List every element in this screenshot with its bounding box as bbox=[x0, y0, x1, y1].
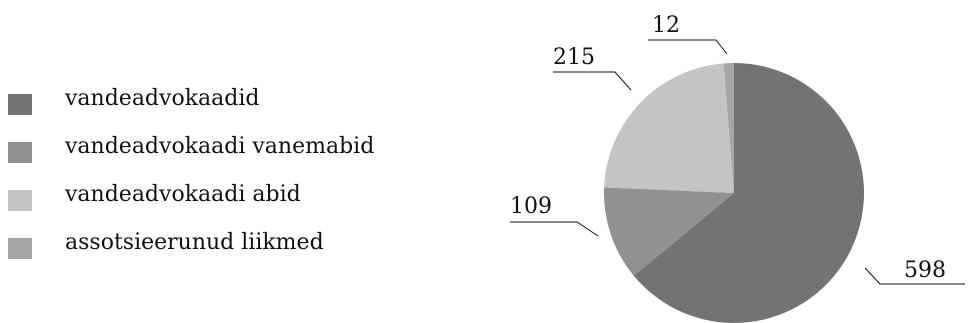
leader-line-109 bbox=[510, 221, 599, 237]
leader-line-215 bbox=[553, 71, 632, 91]
legend-swatch bbox=[8, 142, 32, 163]
legend-swatch bbox=[8, 238, 32, 259]
data-label-215: 215 bbox=[553, 45, 595, 70]
leader-line-12 bbox=[648, 39, 728, 55]
pie-slice-1 bbox=[633, 63, 865, 323]
data-label-12: 12 bbox=[652, 13, 680, 38]
data-label-598: 598 bbox=[904, 258, 946, 283]
pie-slice-2 bbox=[603, 187, 734, 276]
leader-lines bbox=[510, 39, 965, 285]
leader-line-598 bbox=[864, 267, 965, 285]
legend-label: assotsieerunud liikmed bbox=[65, 230, 324, 255]
legend-label: vandeadvokaadi vanemabid bbox=[65, 134, 375, 159]
legend-label: vandeadvokaadid bbox=[65, 86, 260, 111]
data-label-109: 109 bbox=[510, 194, 552, 219]
pie-slice-4 bbox=[723, 62, 734, 193]
legend-swatch bbox=[8, 190, 32, 211]
legend-swatch bbox=[8, 94, 32, 115]
pie-slices bbox=[603, 62, 865, 323]
pie-slice-3 bbox=[604, 63, 734, 193]
legend-label: vandeadvokaadi abid bbox=[65, 182, 301, 207]
